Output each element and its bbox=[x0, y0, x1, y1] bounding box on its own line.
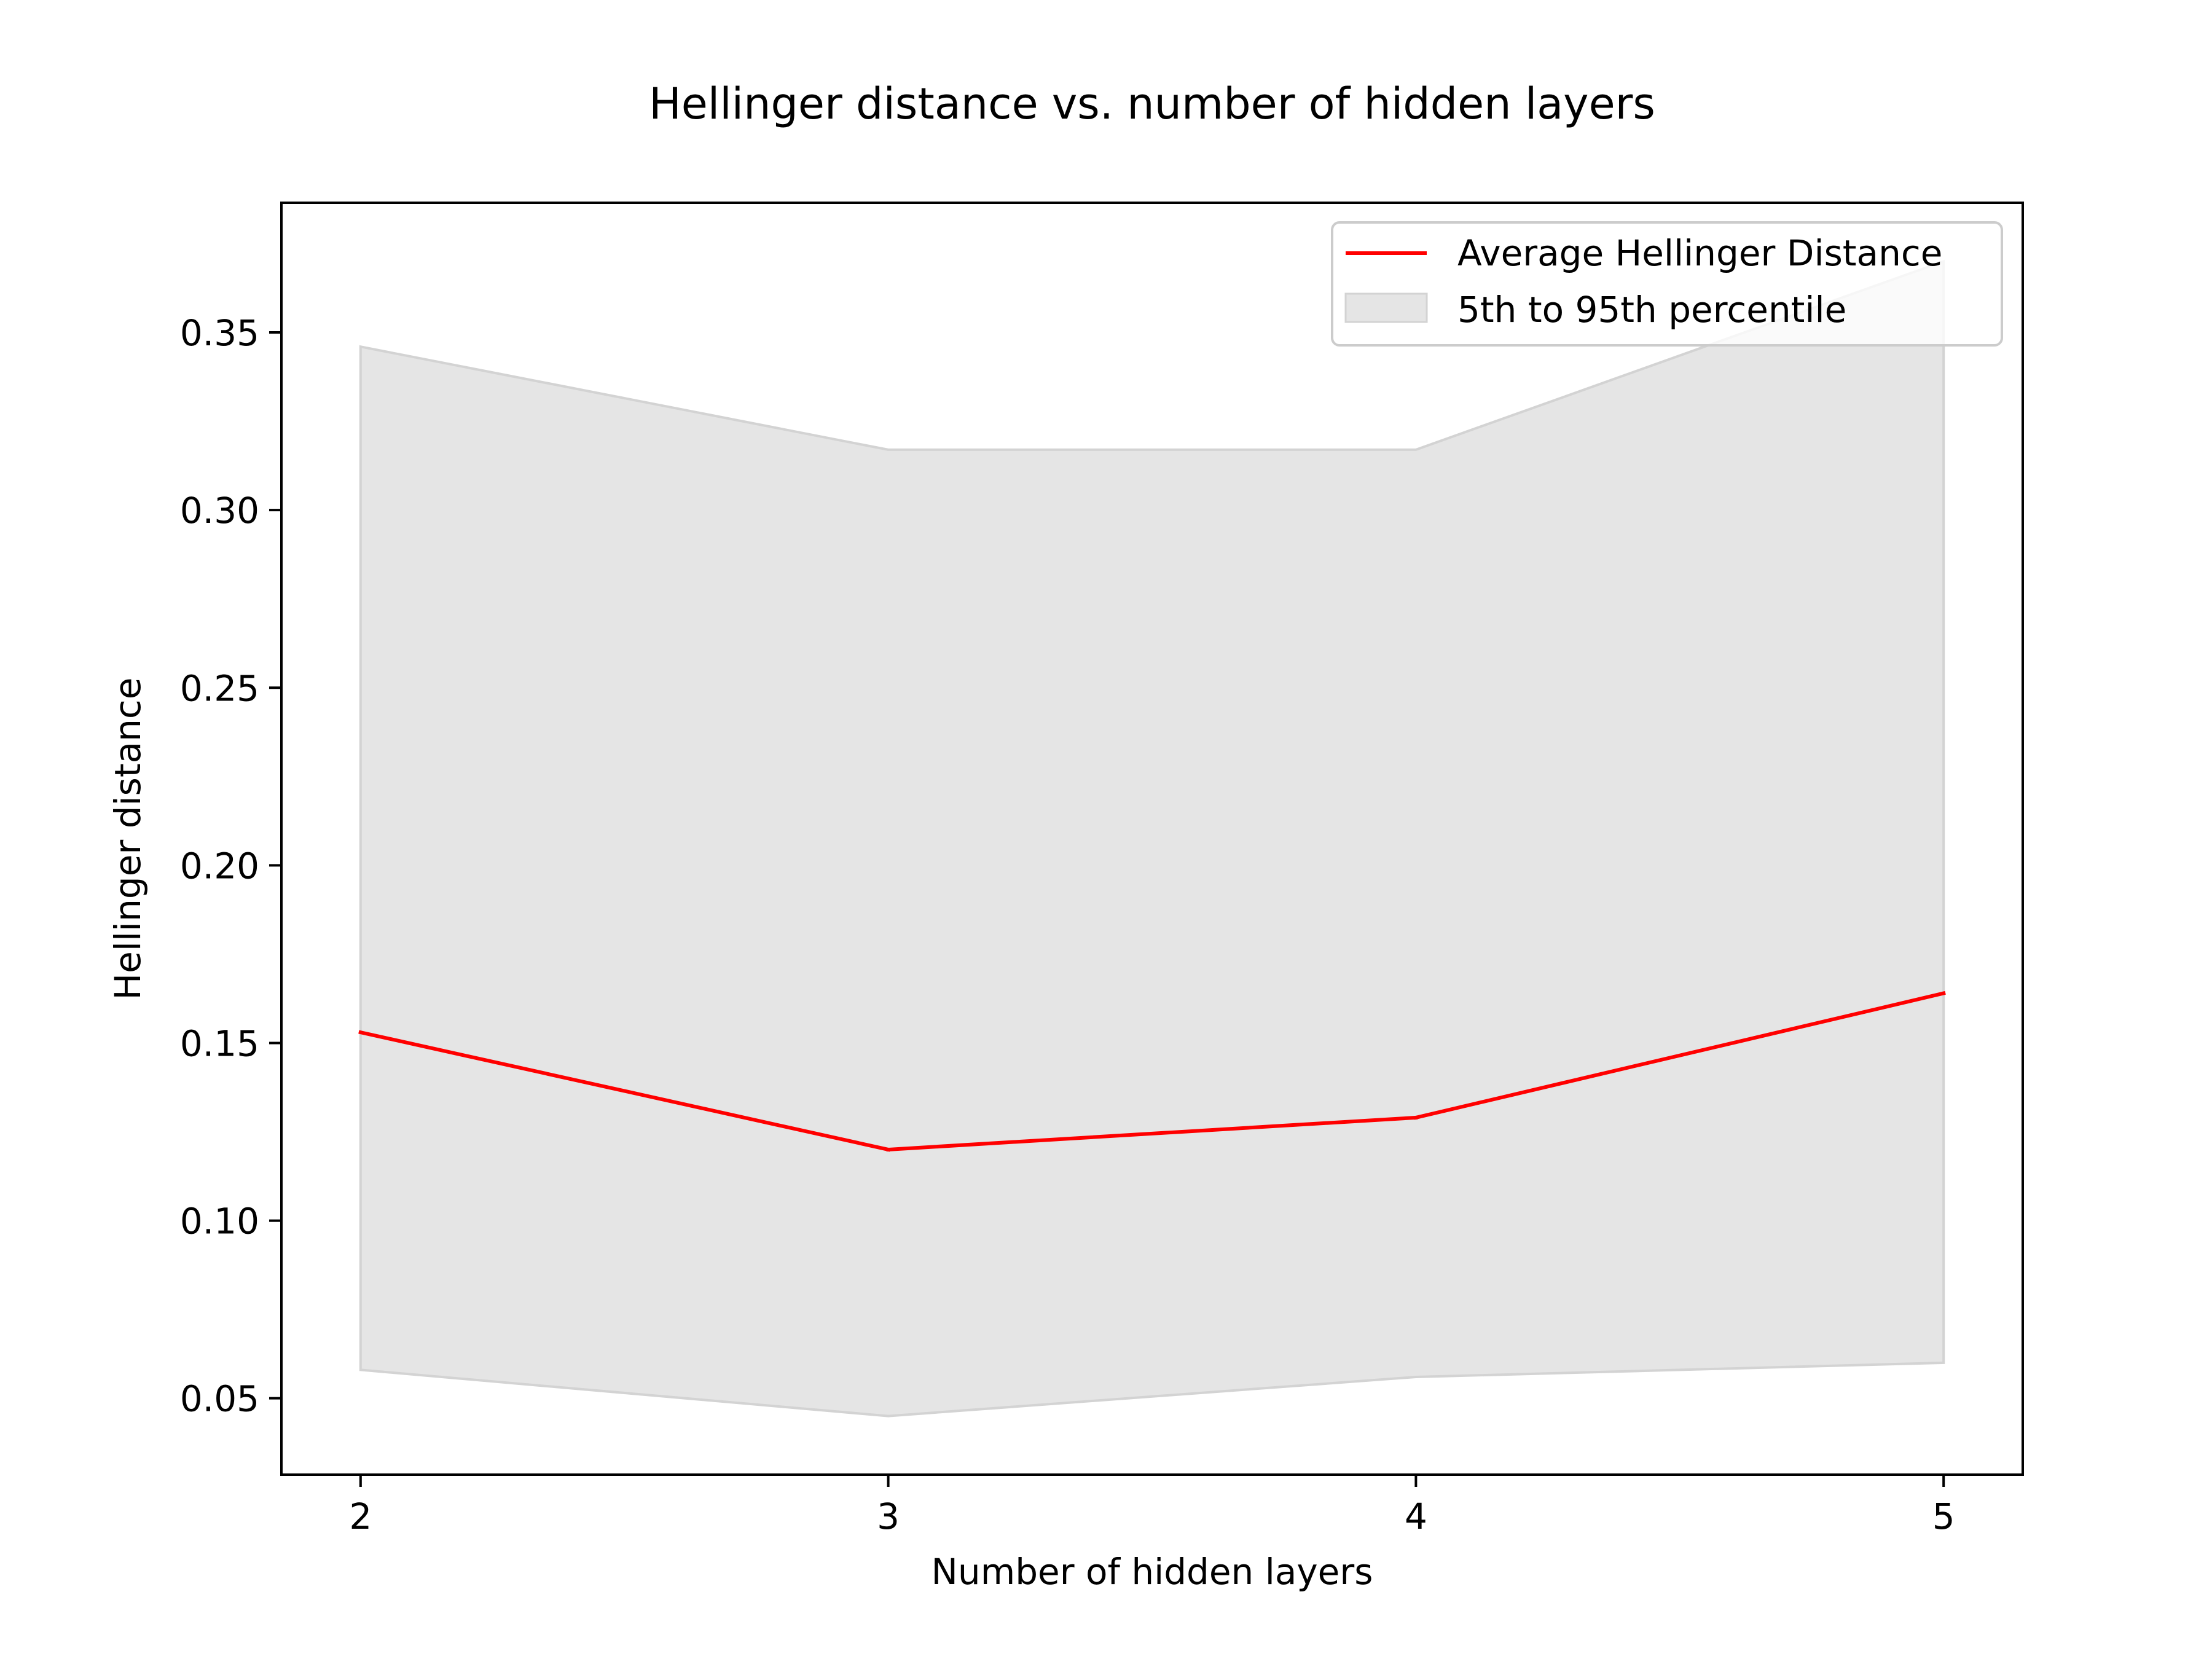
plot-area bbox=[358, 259, 1946, 1418]
x-tick-label: 3 bbox=[877, 1496, 900, 1537]
x-tick-label: 2 bbox=[349, 1496, 372, 1537]
legend-swatch-percentile bbox=[1344, 292, 1428, 323]
axes-frame bbox=[280, 202, 2024, 1476]
y-axis-ticks: 0.05 0.10 0.15 0.20 0.25 0.30 0.35 bbox=[180, 312, 281, 1420]
legend: Average Hellinger Distance 5th to 95th p… bbox=[1331, 221, 2003, 347]
average-line-segment bbox=[358, 1030, 891, 1152]
y-axis-label: Hellinger distance bbox=[107, 678, 149, 1000]
chart-title: Hellinger distance vs. number of hidden … bbox=[649, 79, 1655, 129]
average-line-segment bbox=[1413, 990, 1946, 1120]
x-tick-label: 5 bbox=[1932, 1496, 1955, 1537]
average-point bbox=[886, 1147, 890, 1151]
y-tick-label: 0.35 bbox=[180, 312, 259, 354]
y-tick-label: 0.25 bbox=[180, 667, 259, 709]
legend-box bbox=[1331, 221, 2003, 347]
y-tick-label: 0.15 bbox=[180, 1022, 259, 1064]
y-tick-label: 0.05 bbox=[180, 1378, 259, 1420]
average-point bbox=[358, 1030, 363, 1035]
legend-label-average: Average Hellinger Distance bbox=[1457, 232, 1942, 274]
y-tick-label: 0.30 bbox=[180, 490, 259, 531]
x-axis-label: Number of hidden layers bbox=[931, 1551, 1373, 1593]
average-line-segment bbox=[886, 1115, 1418, 1152]
percentile-band bbox=[359, 259, 1945, 1418]
y-tick-label: 0.10 bbox=[180, 1201, 259, 1242]
legend-label-percentile: 5th to 95th percentile bbox=[1457, 289, 1846, 331]
y-tick-label: 0.20 bbox=[180, 845, 259, 887]
x-tick-label: 4 bbox=[1405, 1496, 1427, 1537]
x-axis-ticks: 2 3 4 5 bbox=[349, 1475, 1955, 1537]
average-point bbox=[1414, 1115, 1418, 1120]
average-point bbox=[1942, 991, 1946, 995]
